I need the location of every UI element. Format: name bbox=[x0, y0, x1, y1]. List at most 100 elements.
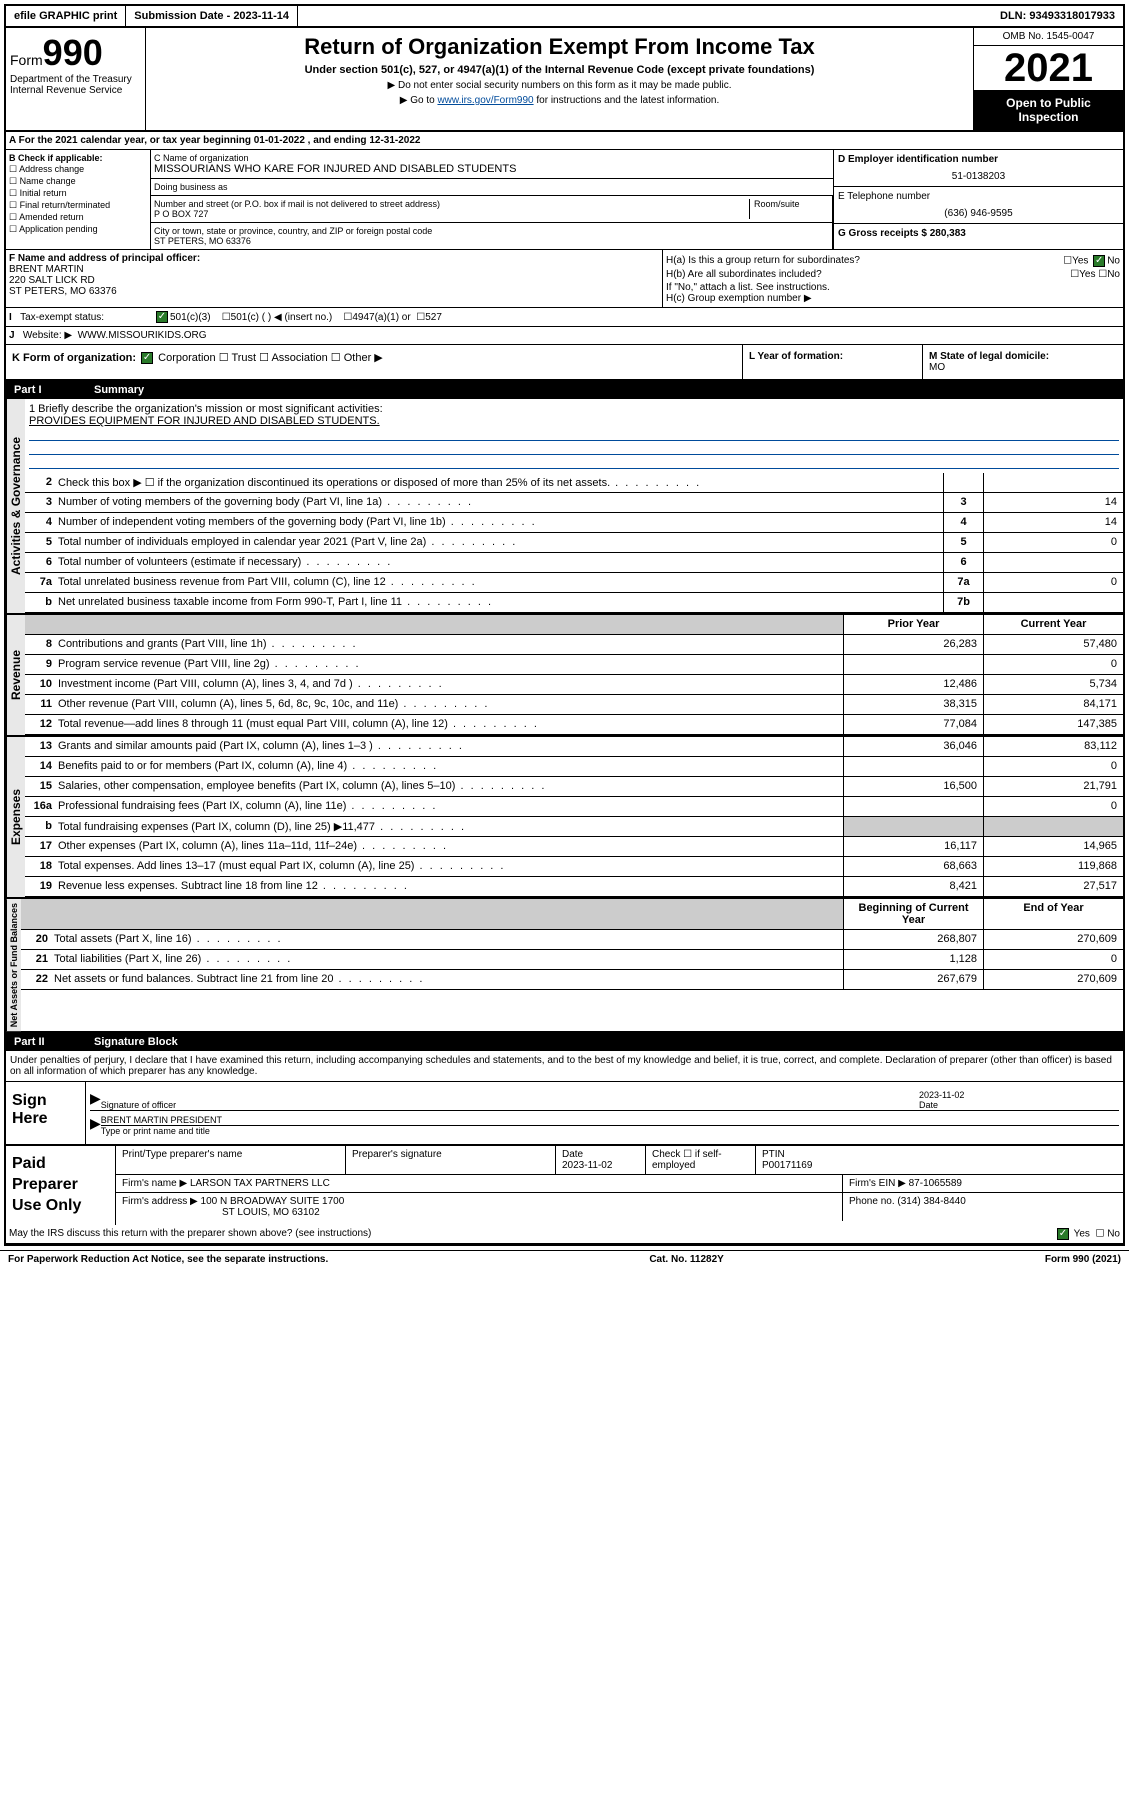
firm-addr: 100 N BROADWAY SUITE 1700 bbox=[201, 1196, 345, 1207]
net-section: Net Assets or Fund Balances Beginning of… bbox=[6, 899, 1123, 1033]
discuss-yes[interactable] bbox=[1057, 1228, 1069, 1240]
row-desc: Number of independent voting members of … bbox=[55, 513, 943, 532]
opt-1: Name change bbox=[20, 176, 76, 186]
header-right: OMB No. 1545-0047 2021 Open to Public In… bbox=[973, 28, 1123, 130]
phone-label: E Telephone number bbox=[838, 191, 1119, 202]
sig-name: BRENT MARTIN PRESIDENTType or print name… bbox=[101, 1115, 1119, 1136]
prep-self: Check ☐ if self-employed bbox=[646, 1146, 756, 1174]
note2-suffix: for instructions and the latest informat… bbox=[534, 95, 720, 106]
opt-4947: 4947(a)(1) or bbox=[352, 312, 410, 323]
addr-label: Number and street (or P.O. box if mail i… bbox=[154, 199, 749, 209]
gross-val: 280,383 bbox=[930, 228, 966, 239]
part2-header: Part II Signature Block bbox=[6, 1033, 1123, 1051]
row-box: 7a bbox=[943, 573, 983, 592]
prep-date: Date2023-11-02 bbox=[556, 1146, 646, 1174]
tax-exempt-row: I Tax-exempt status: 501(c)(3) ☐ 501(c) … bbox=[6, 308, 1123, 327]
omb-number: OMB No. 1545-0047 bbox=[974, 28, 1123, 46]
end-year-header: End of Year bbox=[983, 899, 1123, 929]
row-desc: Revenue less expenses. Subtract line 18 … bbox=[55, 877, 843, 896]
sig-officer: Signature of officer bbox=[101, 1090, 919, 1110]
firm-ein-cell: Firm's EIN ▶ 87-1065589 bbox=[843, 1175, 1123, 1192]
ptin-h: PTIN bbox=[762, 1149, 785, 1160]
gross-label: G Gross receipts $ bbox=[838, 228, 927, 239]
firm-phone: (314) 384-8440 bbox=[897, 1196, 965, 1207]
sig-officer-label: Signature of officer bbox=[101, 1100, 176, 1110]
prior-val: 16,500 bbox=[843, 777, 983, 796]
gov-row: 4 Number of independent voting members o… bbox=[25, 513, 1123, 533]
data-row: 13 Grants and similar amounts paid (Part… bbox=[25, 737, 1123, 757]
check-final[interactable]: ☐ Final return/terminated bbox=[9, 200, 147, 211]
mission-line-1 bbox=[29, 427, 1119, 441]
row-desc: Total liabilities (Part X, line 26) bbox=[51, 950, 843, 969]
check-pending[interactable]: ☐ Application pending bbox=[9, 224, 147, 235]
rev-header: Prior Year Current Year bbox=[25, 615, 1123, 635]
opt-501c: 501(c) ( ) ◀ (insert no.) bbox=[231, 312, 333, 323]
check-address-change[interactable]: ☐ Address change bbox=[9, 164, 147, 175]
row-num: 21 bbox=[21, 950, 51, 969]
row-desc: Program service revenue (Part VIII, line… bbox=[55, 655, 843, 674]
part1-label: Part I bbox=[14, 384, 94, 396]
form-num: 990 bbox=[43, 32, 103, 73]
check-name-change[interactable]: ☐ Name change bbox=[9, 176, 147, 187]
prior-val: 268,807 bbox=[843, 930, 983, 949]
prior-val: 8,421 bbox=[843, 877, 983, 896]
form-prefix: Form bbox=[10, 52, 43, 68]
opt-2: Initial return bbox=[20, 188, 67, 198]
gov-content: 1 Briefly describe the organization's mi… bbox=[25, 399, 1123, 613]
rev-content: Prior Year Current Year 8 Contributions … bbox=[25, 615, 1123, 735]
prior-val bbox=[843, 655, 983, 674]
row-num: b bbox=[25, 817, 55, 836]
row-desc: Net assets or fund balances. Subtract li… bbox=[51, 970, 843, 989]
prior-val: 36,046 bbox=[843, 737, 983, 756]
revenue-section: Revenue Prior Year Current Year 8 Contri… bbox=[6, 615, 1123, 737]
gov-rows: 2 Check this box ▶ ☐ if the organization… bbox=[25, 473, 1123, 613]
check-corp[interactable] bbox=[141, 352, 153, 364]
city-row: City or town, state or province, country… bbox=[151, 223, 832, 249]
opt-3: Final return/terminated bbox=[20, 200, 111, 210]
mission-block: 1 Briefly describe the organization's mi… bbox=[25, 399, 1123, 473]
row-num: 12 bbox=[25, 715, 55, 734]
row-val: 14 bbox=[983, 493, 1123, 512]
sig-date: 2023-11-02Date bbox=[919, 1090, 1119, 1110]
prep-date-v: 2023-11-02 bbox=[562, 1160, 612, 1171]
addr-left: Number and street (or P.O. box if mail i… bbox=[151, 196, 833, 249]
rev-rows: 8 Contributions and grants (Part VIII, l… bbox=[25, 635, 1123, 735]
row-num: 9 bbox=[25, 655, 55, 674]
check-501c3[interactable] bbox=[156, 311, 168, 323]
row-num: 16a bbox=[25, 797, 55, 816]
prior-val bbox=[843, 817, 983, 836]
ha-no-checked[interactable] bbox=[1093, 255, 1105, 267]
net-spacer bbox=[21, 899, 843, 929]
irs-link[interactable]: www.irs.gov/Form990 bbox=[437, 95, 533, 106]
dba-label: Doing business as bbox=[154, 182, 830, 192]
opt-0: Address change bbox=[19, 164, 84, 174]
officer-name: BRENT MARTIN bbox=[9, 264, 659, 275]
current-val: 147,385 bbox=[983, 715, 1123, 734]
row-num: 8 bbox=[25, 635, 55, 654]
check-initial[interactable]: ☐ Initial return bbox=[9, 188, 147, 199]
row-box: 3 bbox=[943, 493, 983, 512]
data-row: 10 Investment income (Part VIII, column … bbox=[25, 675, 1123, 695]
data-row: 17 Other expenses (Part IX, column (A), … bbox=[25, 837, 1123, 857]
efile-label[interactable]: efile GRAPHIC print bbox=[6, 6, 126, 26]
gov-row: 3 Number of voting members of the govern… bbox=[25, 493, 1123, 513]
row-num: 15 bbox=[25, 777, 55, 796]
col-right: D Employer identification number 51-0138… bbox=[833, 150, 1123, 249]
row-desc: Total assets (Part X, line 16) bbox=[51, 930, 843, 949]
sig-date-val: 2023-11-02 bbox=[919, 1090, 964, 1100]
current-val: 21,791 bbox=[983, 777, 1123, 796]
begin-year-header: Beginning of Current Year bbox=[843, 899, 983, 929]
tax-year: 2021 bbox=[974, 46, 1123, 90]
k-left: K Form of organization: Corporation ☐ Tr… bbox=[6, 345, 743, 379]
row-desc: Professional fundraising fees (Part IX, … bbox=[55, 797, 843, 816]
check-amended[interactable]: ☐ Amended return bbox=[9, 212, 147, 223]
arrow-icon-2: ▶ bbox=[90, 1115, 101, 1136]
org-addr: P O BOX 727 bbox=[154, 209, 749, 219]
gross-receipts: G Gross receipts $ 280,383 bbox=[834, 224, 1123, 243]
note-2: ▶ Go to www.irs.gov/Form990 for instruct… bbox=[152, 95, 967, 106]
prior-val: 267,679 bbox=[843, 970, 983, 989]
row-desc: Grants and similar amounts paid (Part IX… bbox=[55, 737, 843, 756]
phone-label-p: Phone no. bbox=[849, 1196, 895, 1207]
current-val: 14,965 bbox=[983, 837, 1123, 856]
vert-net: Net Assets or Fund Balances bbox=[6, 899, 21, 1031]
